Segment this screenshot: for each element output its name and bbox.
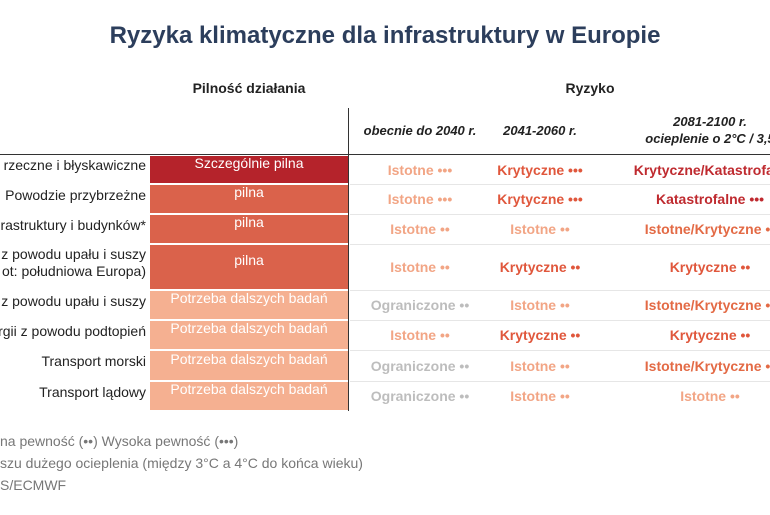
urgency-label: pilna [234,184,264,200]
row-label: z powodu upału i suszy [1,246,146,262]
row-label: Transport lądowy [39,383,146,400]
footer-line: na pewność (••) Wysoka pewność (•••) [0,433,239,449]
urgency-heading: Pilność działania [192,80,306,96]
risk-label: Istotne •• [390,327,450,343]
row-label: rastruktury i budynków* [0,216,146,233]
row-label: ot: południowa Europa) [2,263,146,279]
urgency-cell [150,291,348,319]
row-rule [350,184,770,185]
row-rule [350,320,770,321]
risk-label: Ograniczone •• [370,388,470,404]
risk-label: Krytyczne ••• [497,191,583,207]
urgency-label: Szczególnie pilna [194,154,304,171]
column-heading: 2081-2100 r. [673,114,747,129]
urgency-label: Potrzeba dalszych badań [170,350,328,367]
row-rule [350,350,770,351]
header-rule [0,154,770,155]
risk-label: Istotne •• [510,221,570,237]
urgency-label: pilna [234,214,264,230]
risk-label: Istotne •• [510,357,570,374]
row-rule [350,381,770,382]
row-label: Transport morski [41,353,146,369]
column-heading: ocieplenie o 2°C / 3,5 [645,131,770,146]
risk-label: Istotne •• [680,388,740,404]
risk-label: Istotne •• [390,259,450,275]
urgency-cell [150,156,348,183]
column-rule [348,108,349,411]
urgency-label: pilna [234,252,264,268]
column-heading: 2041-2060 r. [503,123,577,138]
urgency-label: Potrzeba dalszych badań [170,290,328,306]
risk-label: Krytyczne •• [669,327,751,343]
risk-label: Ograniczone •• [370,357,470,374]
risk-label: Istotne/Krytyczne •• [644,297,770,313]
risk-label: Krytyczne •• [499,259,581,275]
urgency-cell [150,382,348,410]
risk-label: Istotne/Krytyczne •• [644,357,770,374]
urgency-label: Potrzeba dalszych badań [170,381,328,397]
footer-line: szu dużego ocieplenia (między 3°C a 4°C … [0,455,363,471]
column-heading: obecnie do 2040 r. [363,123,477,138]
risk-label: Istotne •• [390,221,450,237]
risk-label: Istotne •• [510,388,570,404]
risk-label: Katastrofalne ••• [655,191,765,207]
row-rule [350,244,770,245]
footer-line: S/ECMWF [0,477,67,493]
risk-label: Istotne ••• [387,191,453,207]
risk-label: Istotne ••• [387,161,453,178]
row-label: z powodu upału i suszy [1,292,146,309]
urgency-cell [150,351,348,380]
urgency-label: Potrzeba dalszych badań [170,320,328,336]
row-label: Powodzie przybrzeżne [5,186,146,203]
risk-label: Krytyczne •• [499,327,581,343]
urgency-cell [150,245,348,289]
row-rule [350,214,770,215]
risk-label: Istotne •• [510,297,570,313]
risk-label: Krytyczne ••• [497,161,583,178]
risk-heading: Ryzyko [565,80,615,96]
title: Ryzyka klimatyczne dla infrastruktury w … [109,22,661,49]
risk-label: Ograniczone •• [370,297,470,313]
risk-label: Krytyczne •• [669,259,751,275]
urgency-cell [150,215,348,243]
risk-label: Istotne/Krytyczne •• [644,221,770,237]
row-label: rgii z powodu podtopień [0,322,146,339]
risk-label: Krytyczne/Katastrofaln [633,161,770,178]
urgency-cell [150,321,348,349]
row-rule [350,290,770,291]
row-label: rzeczne i błyskawiczne [3,157,146,173]
urgency-cell [150,185,348,213]
